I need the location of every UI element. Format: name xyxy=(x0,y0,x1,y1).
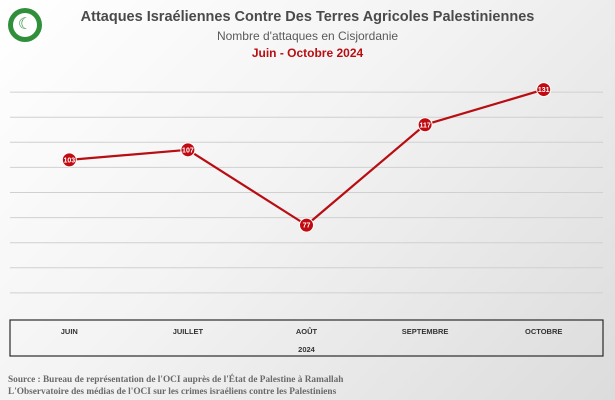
data-label: 107 xyxy=(182,147,194,154)
series-line xyxy=(69,88,545,227)
chart-title: Attaques Israéliennes Contre Des Terres … xyxy=(80,9,535,25)
x-tick-label: JUILLET xyxy=(173,327,204,336)
data-point xyxy=(299,217,314,233)
chart-subtitle: Nombre d'attaques en Cisjordanie xyxy=(216,29,399,43)
data-label: 103 xyxy=(63,157,75,164)
x-tick-label: AOÛT xyxy=(296,327,318,336)
chart-period: Juin - Octobre 2024 xyxy=(251,46,364,60)
data-label: 117 xyxy=(419,122,430,129)
x-tick-label: OCTOBRE xyxy=(525,327,562,336)
x-axis-box xyxy=(9,319,604,357)
source-line-1: Source : Bureau de représentation de l'O… xyxy=(8,375,344,385)
data-point xyxy=(536,82,552,98)
source-note: Source : Bureau de représentation de l'O… xyxy=(8,375,343,398)
x-tick-label: JUIN xyxy=(61,327,78,336)
data-point xyxy=(180,142,196,158)
oic-emblem-icon: ☾ xyxy=(8,8,42,42)
data-point xyxy=(61,152,77,168)
data-point xyxy=(417,117,433,133)
source-line-2: L'Observatoire des médias de l'OCI sur l… xyxy=(8,386,337,397)
data-label: 131 xyxy=(538,87,550,94)
x-tick-label: SEPTEMBRE xyxy=(402,327,449,336)
x-group-label: 2024 xyxy=(298,345,316,354)
data-label: 77 xyxy=(303,223,311,230)
